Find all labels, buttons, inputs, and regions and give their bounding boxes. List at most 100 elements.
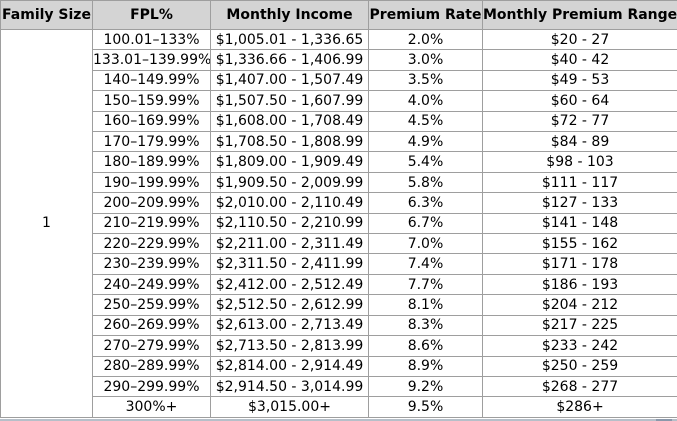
income-cell: $2,311.50 - 2,411.99 <box>210 253 369 275</box>
rate-cell: 8.3% <box>368 314 483 337</box>
income-cell: $1,507.50 - 1,607.99 <box>210 90 369 112</box>
table-row: 280–289.99% $2,814.00 - 2,914.49 8.9% $2… <box>1 355 677 377</box>
rate-cell: 4.9% <box>368 131 483 153</box>
rate-cell: 7.4% <box>368 253 483 275</box>
fpl-cell: 290–299.99% <box>92 375 211 398</box>
table-row: 220–229.99% $2,211.00 - 2,311.49 7.0% $1… <box>1 233 677 255</box>
fpl-cell: 180–189.99% <box>92 151 211 173</box>
income-cell: $2,613.00 - 2,713.49 <box>210 314 369 337</box>
rate-cell: 9.5% <box>368 396 483 418</box>
table-row: 140–149.99% $1,407.00 - 1,507.49 3.5% $4… <box>1 69 677 92</box>
table-row: 180–189.99% $1,809.00 - 1,909.49 5.4% $9… <box>1 151 677 173</box>
table-row: 170–179.99% $1,708.50 - 1,808.99 4.9% $8… <box>1 131 677 153</box>
fpl-cell: 250–259.99% <box>92 294 211 316</box>
rate-cell: 7.0% <box>368 233 483 255</box>
table-row: 210–219.99% $2,110.50 - 2,210.99 6.7% $1… <box>1 212 677 235</box>
fpl-cell: 240–249.99% <box>92 273 211 296</box>
col-header-monthly-premium-range: Monthly Premium Range <box>482 0 677 30</box>
range-cell: $250 - 259 <box>482 355 677 377</box>
fpl-cell: 270–279.99% <box>92 335 211 357</box>
income-cell: $1,336.66 - 1,406.99 <box>210 49 369 71</box>
fpl-cell: 190–199.99% <box>92 171 211 194</box>
fpl-cell: 140–149.99% <box>92 69 211 92</box>
rate-cell: 8.9% <box>368 355 483 377</box>
range-cell: $217 - 225 <box>482 314 677 337</box>
table-row: 133.01–139.99% $1,336.66 - 1,406.99 3.0%… <box>1 49 677 71</box>
range-cell: $204 - 212 <box>482 294 677 316</box>
income-cell: $3,015.00+ <box>210 396 369 418</box>
table-row: 1 100.01–133% $1,005.01 - 1,336.65 2.0% … <box>0 28 677 418</box>
income-cell: $2,010.00 - 2,110.49 <box>210 192 369 214</box>
table-row: 300%+ $3,015.00+ 9.5% $286+ <box>1 396 677 418</box>
range-cell: $233 - 242 <box>482 335 677 357</box>
income-cell: $2,713.50 - 2,813.99 <box>210 335 369 357</box>
range-cell: $171 - 178 <box>482 253 677 275</box>
range-cell: $141 - 148 <box>482 212 677 235</box>
rate-cell: 5.8% <box>368 171 483 194</box>
col-header-premium-rate: Premium Rate <box>368 0 483 30</box>
rate-cell: 8.6% <box>368 335 483 357</box>
income-cell: $2,914.50 - 3,014.99 <box>210 375 369 398</box>
table-row: 150–159.99% $1,507.50 - 1,607.99 4.0% $6… <box>1 90 677 112</box>
table-row: 160–169.99% $1,608.00 - 1,708.49 4.5% $7… <box>1 110 677 133</box>
table-row: 200–209.99% $2,010.00 - 2,110.49 6.3% $1… <box>1 192 677 214</box>
fpl-cell: 100.01–133% <box>92 28 211 51</box>
rate-cell: 3.0% <box>368 49 483 71</box>
range-cell: $20 - 27 <box>482 28 677 51</box>
range-cell: $286+ <box>482 396 677 418</box>
fpl-cell: 160–169.99% <box>92 110 211 133</box>
fpl-cell: 230–239.99% <box>92 253 211 275</box>
family-size-value: 1 <box>0 29 93 418</box>
rate-cell: 2.0% <box>368 28 483 51</box>
fpl-cell: 260–269.99% <box>92 314 211 337</box>
range-cell: $127 - 133 <box>482 192 677 214</box>
range-cell: $98 - 103 <box>482 151 677 173</box>
rate-cell: 3.5% <box>368 69 483 92</box>
fpl-cell: 133.01–139.99% <box>92 49 211 71</box>
rate-cell: 6.3% <box>368 192 483 214</box>
income-cell: $1,005.01 - 1,336.65 <box>210 28 369 51</box>
table-row: 240–249.99% $2,412.00 - 2,512.49 7.7% $1… <box>1 273 677 296</box>
header-row: Family Size FPL% Monthly Income Premium … <box>0 0 677 30</box>
table-row: 230–239.99% $2,311.50 - 2,411.99 7.4% $1… <box>1 253 677 275</box>
range-cell: $72 - 77 <box>482 110 677 133</box>
income-cell: $1,909.50 - 2,009.99 <box>210 171 369 194</box>
table-row: 290–299.99% $2,914.50 - 3,014.99 9.2% $2… <box>1 375 677 398</box>
range-cell: $186 - 193 <box>482 273 677 296</box>
income-cell: $1,708.50 - 1,808.99 <box>210 131 369 153</box>
income-cell: $2,814.00 - 2,914.49 <box>210 355 369 377</box>
income-cell: $2,211.00 - 2,311.49 <box>210 233 369 255</box>
income-cell: $2,412.00 - 2,512.49 <box>210 273 369 296</box>
fpl-cell: 280–289.99% <box>92 355 211 377</box>
income-cell: $2,512.50 - 2,612.99 <box>210 294 369 316</box>
range-cell: $155 - 162 <box>482 233 677 255</box>
col-header-fpl: FPL% <box>92 0 211 30</box>
rate-cell: 7.7% <box>368 273 483 296</box>
rate-cell: 9.2% <box>368 375 483 398</box>
rate-cell: 5.4% <box>368 151 483 173</box>
table-row: 190–199.99% $1,909.50 - 2,009.99 5.8% $1… <box>1 171 677 194</box>
table-row: 270–279.99% $2,713.50 - 2,813.99 8.6% $2… <box>1 335 677 357</box>
range-cell: $49 - 53 <box>482 69 677 92</box>
income-cell: $1,809.00 - 1,909.49 <box>210 151 369 173</box>
income-cell: $1,608.00 - 1,708.49 <box>210 110 369 133</box>
table-row: 250–259.99% $2,512.50 - 2,612.99 8.1% $2… <box>1 294 677 316</box>
income-cell: $1,407.00 - 1,507.49 <box>210 69 369 92</box>
range-cell: $268 - 277 <box>482 375 677 398</box>
bottom-edge-band <box>0 419 677 421</box>
bottom-right-edge-dash <box>656 419 672 421</box>
fpl-cell: 300%+ <box>92 396 211 418</box>
range-cell: $84 - 89 <box>482 131 677 153</box>
range-cell: $111 - 117 <box>482 171 677 194</box>
range-cell: $40 - 42 <box>482 49 677 71</box>
rate-cell: 4.0% <box>368 90 483 112</box>
fpl-cell: 150–159.99% <box>92 90 211 112</box>
income-cell: $2,110.50 - 2,210.99 <box>210 212 369 235</box>
fpl-cell: 210–219.99% <box>92 212 211 235</box>
rate-cell: 6.7% <box>368 212 483 235</box>
fpl-cell: 200–209.99% <box>92 192 211 214</box>
rate-cell: 4.5% <box>368 110 483 133</box>
col-header-family-size: Family Size <box>0 0 93 30</box>
rate-cell: 8.1% <box>368 294 483 316</box>
